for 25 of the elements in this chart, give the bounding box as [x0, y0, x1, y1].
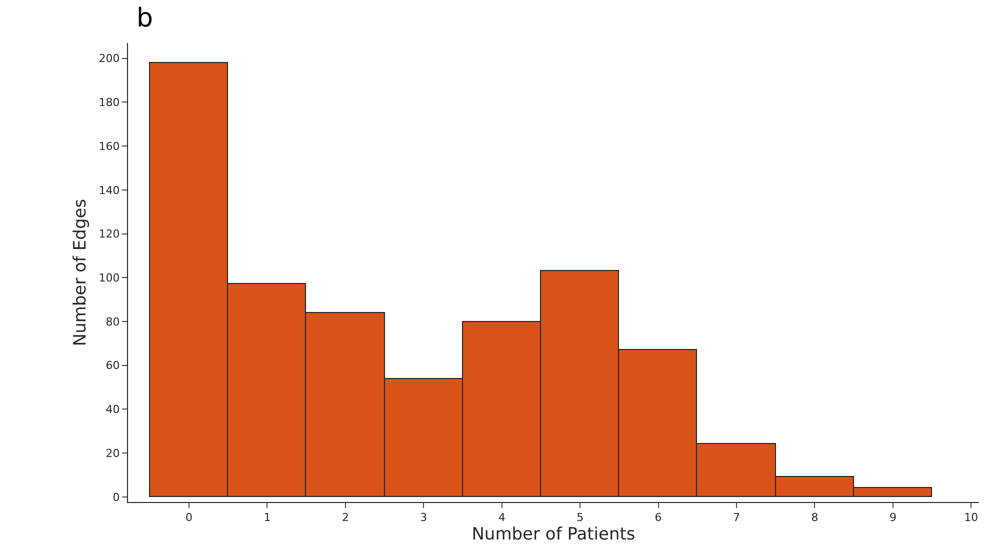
y-tick-label: 180 [98, 96, 120, 110]
y-tick-label: 80 [106, 315, 120, 328]
y-tick-label: 160 [98, 140, 120, 153]
x-tick-label: 5 [576, 511, 584, 524]
y-axis-title: Number of Edges [70, 198, 90, 346]
y-tick-label: 200 [98, 52, 120, 66]
x-tick-label: 3 [420, 511, 428, 524]
x-tick-label: 6 [654, 511, 662, 524]
y-tick-label: 60 [106, 359, 120, 372]
y-tick-label: 40 [106, 403, 120, 416]
chart-title: b [136, 3, 154, 34]
x-tick-label: 8 [811, 511, 818, 524]
x-tick-label: 9 [889, 511, 896, 524]
x-tick-label: 0 [186, 511, 193, 524]
y-tick-label: 120 [98, 228, 120, 241]
y-tick-label: 100 [98, 272, 120, 284]
x-tick-label: 4 [498, 511, 506, 524]
x-tick-label: 1 [264, 511, 271, 524]
x-tick-label: 7 [733, 511, 740, 524]
x-axis-title: Number of Patients [472, 524, 636, 545]
x-tick-label: 2 [342, 511, 349, 524]
x-tick-label: 10 [964, 511, 978, 524]
y-tick-label: 0 [112, 490, 120, 504]
y-tick-label: 20 [106, 446, 120, 460]
y-tick-label: 140 [98, 184, 120, 197]
